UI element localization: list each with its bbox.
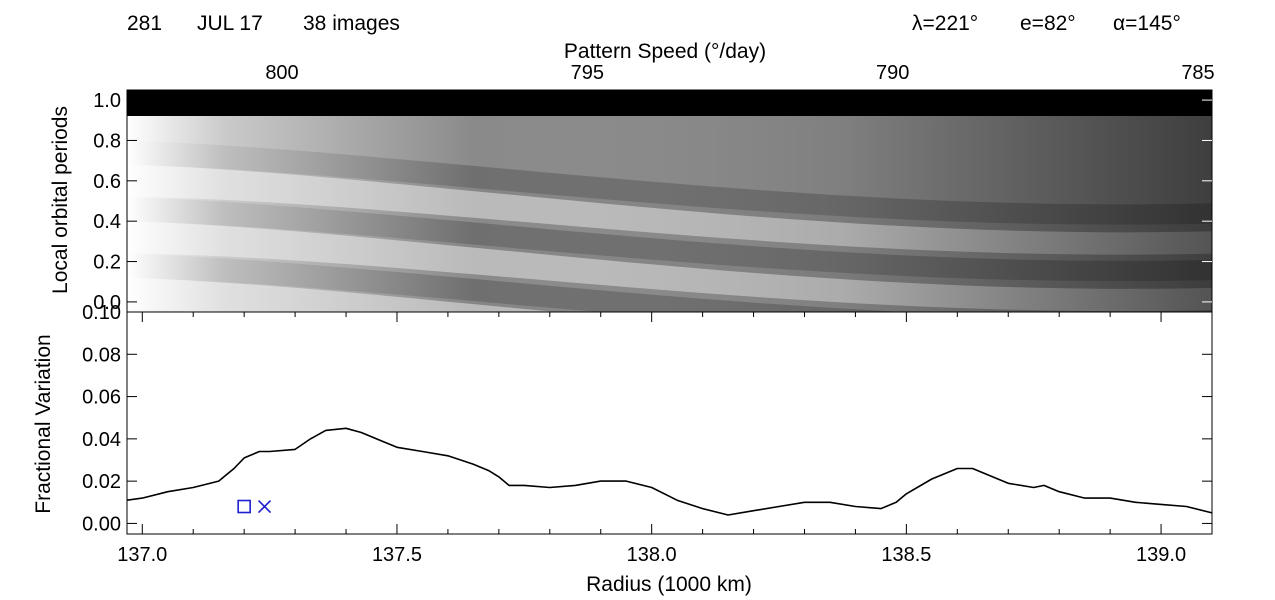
heatmap-plot: [127, 90, 1212, 312]
x-tick-label: 137.5: [372, 544, 422, 566]
top-tick-label: 790: [876, 62, 909, 84]
heatmap-y-tick-label: 0.2: [93, 252, 121, 274]
line-plot-markers: [237, 499, 272, 514]
line-plot-frame: [126, 311, 1213, 535]
x-tick-label: 138.5: [881, 544, 931, 566]
header-phase: α=145°: [1113, 12, 1181, 35]
series-line: [126, 427, 1213, 516]
header-date: JUL 17: [197, 12, 263, 35]
header-emission: e=82°: [1020, 12, 1076, 35]
heatmap-y-tick-label: 0.4: [93, 211, 121, 233]
y-tick-label: 0.02: [82, 471, 121, 493]
heatmap-y-axis: 0.0 0.2 0.4 0.6 0.8 1.0: [93, 90, 1212, 314]
heatmap-blackband: [127, 90, 1212, 116]
top-axis-title: Pattern Speed (°/day): [564, 40, 766, 63]
x-tick-label: 139.0: [1136, 544, 1186, 566]
y-tick-label: 0.10: [82, 302, 121, 324]
top-axis: 800 795 790 785: [220, 62, 1215, 100]
top-tick-label: 785: [1181, 62, 1214, 84]
y-tick-label: 0.00: [82, 513, 121, 535]
y-tick-label: 0.06: [82, 387, 121, 409]
heatmap-y-tick-label: 0.0: [93, 292, 121, 314]
heatmap-y-tick-label: 0.8: [93, 130, 121, 152]
x-tick-label: 138.0: [627, 544, 677, 566]
square-marker: [237, 499, 251, 514]
heatmap-shading: [127, 90, 1212, 312]
line-plot-axes: 137.0 137.5 138.0 138.5 139.0 0.00 0.02 0.04 0.0…: [82, 302, 1213, 566]
x-axis-title: Radius (1000 km): [586, 573, 752, 596]
top-tick-label: 795: [571, 62, 604, 84]
x-tick-label: 137.0: [117, 544, 167, 566]
top-tick-label: 800: [265, 62, 298, 84]
header-id: 281: [127, 12, 163, 35]
header-lambda: λ=221°: [912, 12, 979, 35]
heatmap-y-tick-label: 0.6: [93, 171, 121, 193]
header-images: 38 images: [303, 12, 400, 35]
heatmap-y-title: Local orbital periods: [49, 106, 72, 294]
y-tick-label: 0.08: [82, 344, 121, 366]
heatmap-y-tick-label: 1.0: [93, 90, 121, 112]
cross-marker: [257, 499, 272, 514]
y-tick-label: 0.04: [82, 429, 121, 451]
y-axis-title: Fractional Variation: [32, 334, 55, 513]
